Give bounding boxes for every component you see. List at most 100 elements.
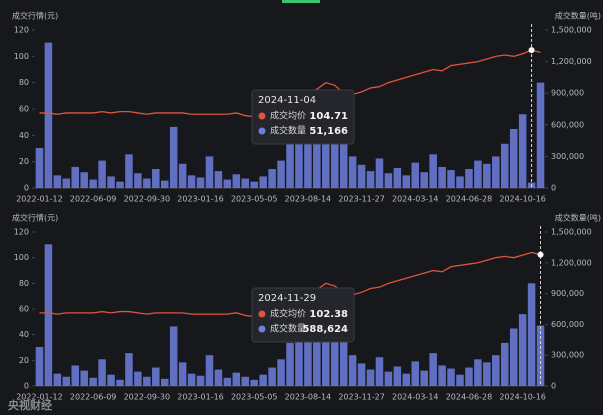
x-tick-label: 2024-10-16 (499, 195, 546, 204)
volume-bar (35, 147, 44, 188)
volume-bar (116, 181, 124, 188)
volume-bar (232, 372, 241, 386)
volume-bar (518, 114, 527, 188)
tooltip-value: 104.71 (309, 111, 348, 122)
volume-bar (474, 160, 482, 188)
volume-bar (223, 179, 232, 188)
volume-bar (196, 177, 205, 188)
x-tick-label: 2024-03-14 (392, 393, 439, 402)
volume-bar (241, 178, 250, 188)
volume-bar (80, 370, 88, 386)
volume-bar (268, 169, 276, 188)
volume-bar (518, 314, 527, 386)
volume-bar (492, 156, 500, 188)
volume-bar (313, 316, 321, 386)
tooltip-value: 51,166 (309, 126, 348, 137)
volume-bar (62, 178, 71, 188)
volume-bar (35, 346, 44, 386)
volume-bar (375, 158, 384, 188)
y-tick-label: 60 (19, 105, 29, 114)
volume-bar (44, 42, 53, 188)
volume-bar (366, 171, 375, 188)
tooltip-dot (258, 127, 266, 135)
volume-bar (98, 160, 106, 188)
y2-tick-label: 0 (551, 184, 556, 193)
volume-bar (62, 376, 71, 386)
tooltip-dot (258, 325, 266, 333)
volume-bar (438, 166, 446, 188)
volume-bar (348, 355, 357, 386)
y-tick-label: 0 (24, 184, 29, 193)
y2-tick-label: 1,200,000 (551, 57, 592, 66)
volume-bar (286, 342, 294, 386)
volume-bar (330, 120, 339, 188)
tooltip-dot (258, 310, 266, 318)
y-axis-title: 成交行情(元) (12, 11, 58, 21)
volume-bar (214, 369, 223, 386)
volume-bar (205, 355, 214, 386)
x-tick-label: 2022-09-30 (124, 393, 171, 402)
tooltip-value: 102.38 (309, 309, 348, 320)
volume-bar (125, 154, 133, 188)
x-tick-label: 2022-09-30 (124, 195, 171, 204)
x-tick-label: 2023-05-05 (231, 195, 278, 204)
volume-bar (223, 377, 232, 386)
y2-tick-label: 0 (551, 382, 556, 391)
volume-bar (107, 374, 115, 386)
x-tick-label: 2023-01-16 (177, 393, 224, 402)
y-axis-title: 成交行情(元) (12, 213, 58, 223)
volume-bar (286, 143, 294, 188)
volume-bar (250, 181, 258, 188)
tooltip-date: 2024-11-04 (258, 95, 316, 106)
volume-bar (492, 355, 500, 386)
volume-bar (134, 173, 142, 188)
y2-tick-label: 1,500,000 (551, 228, 592, 237)
volume-bar (384, 173, 393, 188)
y2-tick-label: 600,000 (551, 320, 584, 329)
y-tick-label: 0 (24, 382, 29, 391)
volume-bar (277, 160, 285, 188)
volume-bar (44, 244, 53, 386)
volume-bar (187, 373, 196, 386)
x-tick-label: 2022-06-09 (70, 393, 117, 402)
volume-bar (402, 175, 411, 188)
volume-bar (357, 363, 366, 386)
volume-bar (411, 162, 420, 188)
volume-bar (143, 178, 151, 188)
volume-bar (393, 167, 402, 188)
x-tick-label: 2023-11-27 (338, 195, 385, 204)
top-indicator (282, 0, 320, 3)
volume-bar (411, 361, 420, 386)
y-tick-label: 40 (19, 330, 29, 339)
volume-bar (465, 169, 473, 188)
x-tick-label: 2022-01-12 (16, 393, 63, 402)
tooltip-value: 588,624 (302, 324, 348, 335)
volume-bar (420, 172, 428, 188)
volume-bar (268, 367, 276, 386)
volume-bar (429, 353, 437, 386)
volume-bar (429, 154, 437, 188)
y-tick-label: 120 (14, 228, 29, 237)
volume-bar (169, 126, 178, 188)
watermark: 央视财经 (8, 398, 52, 412)
volume-bar (500, 143, 509, 188)
volume-bar (483, 163, 491, 188)
volume-bar (169, 326, 178, 386)
x-tick-label: 2023-01-16 (177, 195, 224, 204)
volume-bar (348, 156, 357, 188)
volume-bar (304, 324, 312, 386)
volume-bar (339, 328, 348, 386)
volume-bar (366, 369, 375, 386)
y-tick-label: 80 (19, 279, 29, 288)
x-tick-label: 2024-10-16 (499, 393, 546, 402)
volume-bar (438, 365, 446, 386)
volume-bar (313, 116, 321, 188)
volume-bar (393, 366, 402, 386)
volume-bar (241, 376, 250, 386)
volume-bar (98, 359, 106, 386)
y2-tick-label: 600,000 (551, 120, 584, 129)
x-tick-label: 2023-08-14 (285, 393, 332, 402)
y-tick-label: 60 (19, 305, 29, 314)
volume-bar (187, 175, 196, 188)
y-tick-label: 20 (19, 157, 29, 166)
